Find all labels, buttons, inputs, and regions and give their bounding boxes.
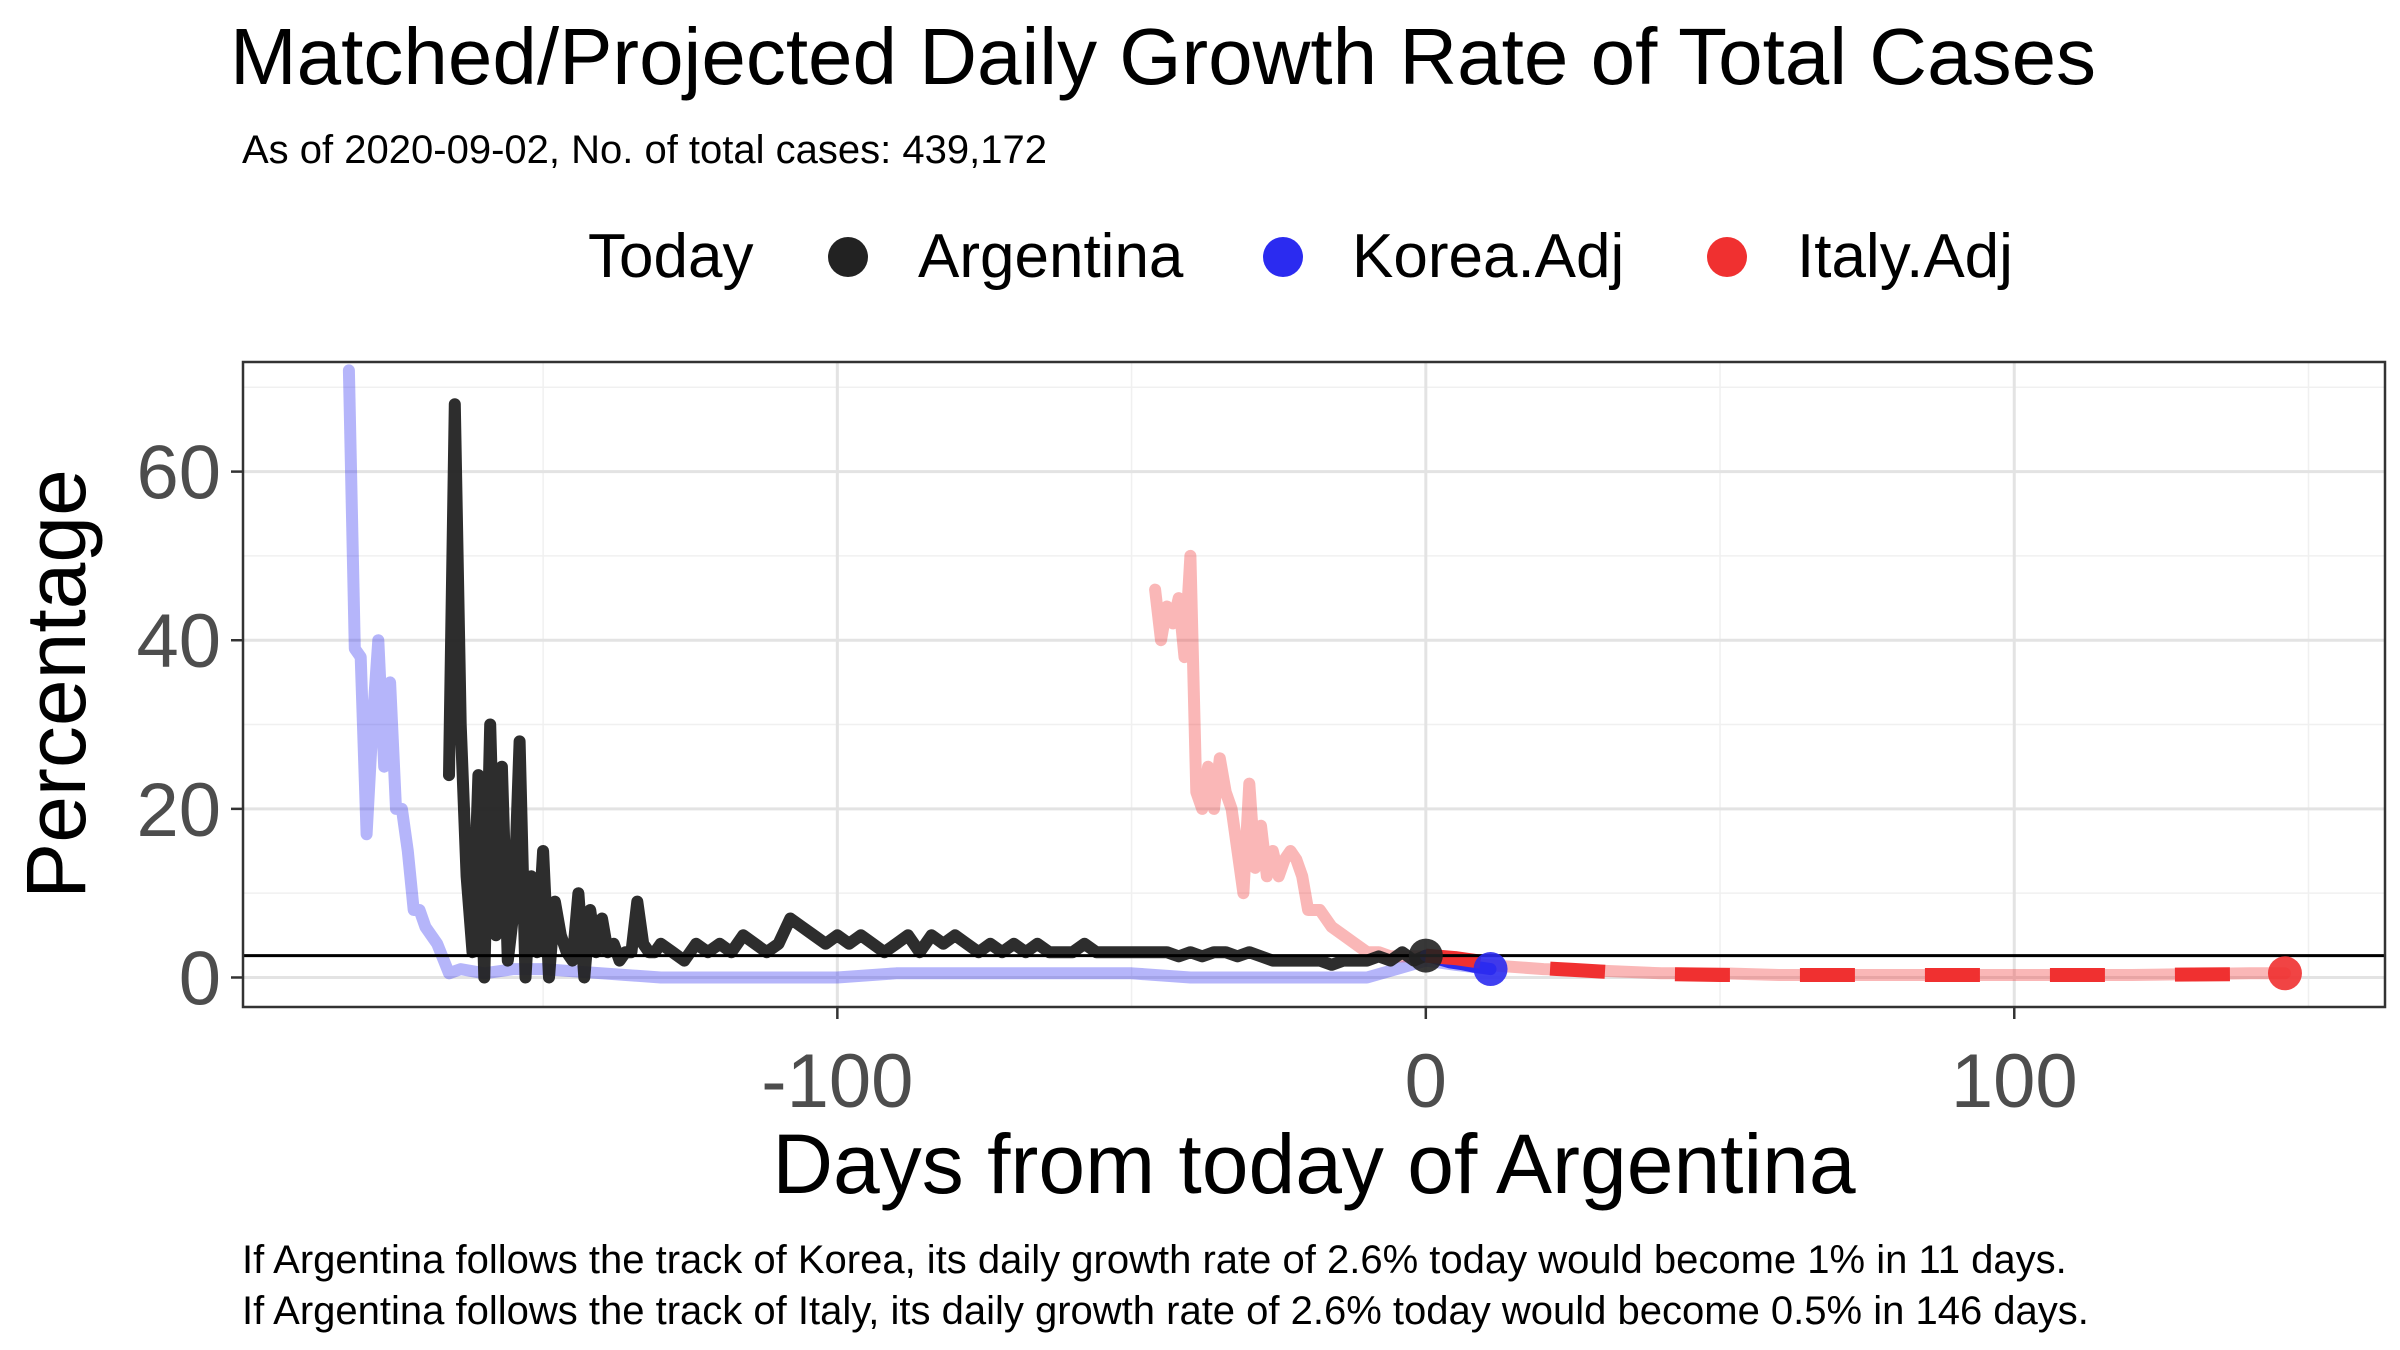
chart-title: Matched/Projected Daily Growth Rate of T… [230,12,2096,101]
legend-key-argentina [828,237,868,277]
y-tick-label: 60 [136,431,221,516]
today-point-korea-adj [1473,952,1508,987]
y-tick-label: 20 [136,768,221,853]
legend: Today Argentina Korea.Adj Italy.Adj [588,222,2013,291]
x-axis: -100 0 100 [761,1007,2078,1124]
legend-key-italy [1707,237,1747,277]
annotation-italy: If Argentina follows the track of Italy,… [242,1289,2089,1333]
y-axis: 0 20 40 60 [136,431,243,1021]
plot-background [243,362,2385,1007]
y-axis-title: Percentage [9,469,103,899]
plot-border [241,360,2387,1009]
today-point-argentina [1408,938,1443,973]
today-point-italy-adj [2267,956,2302,991]
legend-label-italy: Italy.Adj [1797,222,2013,291]
legend-item-korea: Korea.Adj [1263,222,1624,291]
x-tick-label: 100 [1951,1039,2078,1124]
annotation-korea: If Argentina follows the track of Korea,… [242,1238,2067,1282]
plot-panel: -100 0 100 0 20 40 60 [136,360,2387,1124]
legend-item-argentina: Argentina [828,222,1184,291]
series-line-italy-adj-projection [1425,948,2286,982]
y-tick-label: 0 [179,936,221,1021]
grid [243,362,2385,1007]
legend-key-korea [1263,237,1303,277]
chart-subtitle: As of 2020-09-02, No. of total cases: 43… [242,128,1047,172]
x-axis-title: Days from today of Argentina [772,1117,1856,1211]
x-tick-label: 0 [1405,1039,1447,1124]
today-points [1408,938,2302,991]
legend-label-korea: Korea.Adj [1352,222,1624,291]
legend-item-italy: Italy.Adj [1707,222,2013,291]
legend-title: Today [588,222,753,291]
y-tick-label: 40 [136,599,221,684]
x-tick-label: -100 [761,1039,913,1124]
legend-label-argentina: Argentina [918,222,1184,291]
